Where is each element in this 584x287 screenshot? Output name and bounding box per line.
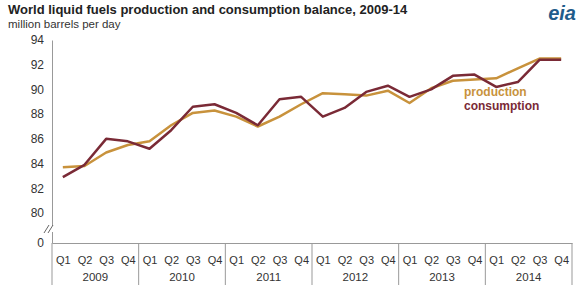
- x-tick-label: Q3: [99, 254, 114, 266]
- x-tick-label: Q4: [468, 254, 483, 266]
- x-tick: Q1: [403, 243, 418, 266]
- x-tick-label: Q3: [186, 254, 201, 266]
- x-tick: Q3: [359, 243, 374, 266]
- x-tick: Q1: [229, 243, 244, 266]
- x-tick: Q2: [511, 243, 526, 266]
- legend-entry: production: [464, 85, 527, 99]
- series-line: [63, 60, 561, 177]
- y-tick: 0: [37, 236, 52, 250]
- x-group-separator: [572, 243, 573, 285]
- y-tick: 84: [31, 157, 52, 171]
- x-tick: Q2: [338, 243, 353, 266]
- y-tick: 90: [31, 83, 52, 97]
- x-tick-label: Q4: [121, 254, 136, 266]
- y-tick-label: 0: [37, 236, 44, 250]
- x-tick: Q3: [273, 243, 288, 266]
- x-group-label: 2010: [169, 271, 195, 283]
- x-tick: Q2: [251, 243, 266, 266]
- y-axis: 0 80 82 84 86 88 90 92 94: [31, 33, 53, 250]
- x-group-separator: [138, 243, 139, 285]
- chart: World liquid fuels production and consum…: [0, 0, 584, 287]
- x-tick: Q1: [316, 243, 331, 266]
- x-tick: Q2: [78, 243, 93, 266]
- x-tick-label: Q2: [78, 254, 93, 266]
- logo: eia: [548, 2, 576, 24]
- x-tick-label: Q1: [316, 254, 331, 266]
- legend-entry: consumption: [464, 99, 539, 113]
- lines: [63, 59, 561, 178]
- x-tick: Q3: [446, 243, 461, 266]
- x-group-separator: [485, 243, 486, 285]
- x-group-label: 2009: [83, 271, 109, 283]
- y-tick-label: 84: [31, 157, 45, 171]
- series-line: [63, 59, 561, 168]
- y-tick-label: 92: [31, 58, 45, 72]
- x-tick: Q4: [468, 243, 483, 266]
- x-group-label: 2014: [516, 271, 542, 283]
- x-tick-label: Q2: [338, 254, 353, 266]
- y-axis-line: [52, 41, 53, 244]
- x-tick-label: Q3: [446, 254, 461, 266]
- x-tick-label: Q3: [533, 254, 548, 266]
- x-group-label: 2011: [256, 271, 281, 283]
- x-tick-label: Q3: [359, 254, 374, 266]
- x-tick-label: Q1: [403, 254, 418, 266]
- y-tick: 92: [31, 58, 52, 72]
- axis-break-mark: [48, 225, 53, 233]
- x-groups: 2009 2010 2011 2012 2013 2014: [52, 243, 572, 285]
- y-tick: 86: [31, 132, 52, 146]
- x-tick: Q4: [381, 243, 396, 266]
- axis-break-gap: [42, 226, 56, 232]
- y-tick: 80: [31, 206, 52, 220]
- x-tick: Q1: [56, 243, 71, 266]
- x-tick: Q1: [489, 243, 504, 266]
- y-tick-label: 90: [31, 83, 45, 97]
- x-tick-label: Q4: [208, 254, 223, 266]
- x-group-separator: [225, 243, 226, 285]
- x-group-label: 2013: [429, 271, 455, 283]
- y-tick: 82: [31, 182, 52, 196]
- x-tick: Q4: [121, 243, 136, 266]
- x-tick-label: Q1: [143, 254, 158, 266]
- legend: productionconsumption: [464, 85, 539, 113]
- y-tick: 94: [31, 33, 52, 47]
- subtitle: million barrels per day: [8, 18, 121, 30]
- x-tick: Q2: [424, 243, 439, 266]
- x-tick-label: Q4: [554, 254, 569, 266]
- x-tick: Q1: [143, 243, 158, 266]
- y-tick-label: 86: [31, 132, 45, 146]
- x-tick-label: Q3: [273, 254, 288, 266]
- x-tick-label: Q2: [424, 254, 439, 266]
- x-tick-label: Q2: [251, 254, 266, 266]
- x-group-separator: [398, 243, 399, 285]
- y-tick-label: 82: [31, 182, 45, 196]
- y-tick-label: 88: [31, 107, 45, 121]
- x-tick: Q3: [99, 243, 114, 266]
- x-tick-label: Q2: [164, 254, 179, 266]
- x-group-label: 2012: [343, 271, 369, 283]
- x-tick: Q3: [186, 243, 201, 266]
- x-tick: Q3: [533, 243, 548, 266]
- title: World liquid fuels production and consum…: [8, 2, 408, 17]
- x-tick-label: Q1: [489, 254, 504, 266]
- x-tick-label: Q2: [511, 254, 526, 266]
- x-tick-label: Q1: [56, 254, 71, 266]
- x-group-separator: [312, 243, 313, 285]
- x-tick-label: Q4: [381, 254, 396, 266]
- x-group-separator: [52, 243, 53, 285]
- x-tick-label: Q1: [229, 254, 244, 266]
- y-tick-label: 80: [31, 206, 45, 220]
- x-tick: Q4: [208, 243, 223, 266]
- x-tick: Q2: [164, 243, 179, 266]
- x-tick-label: Q4: [294, 254, 309, 266]
- axis-break: [42, 225, 56, 233]
- x-tick: Q4: [294, 243, 309, 266]
- y-tick: 88: [31, 107, 52, 121]
- x-tick: Q4: [554, 243, 569, 266]
- y-tick-label: 94: [31, 33, 45, 47]
